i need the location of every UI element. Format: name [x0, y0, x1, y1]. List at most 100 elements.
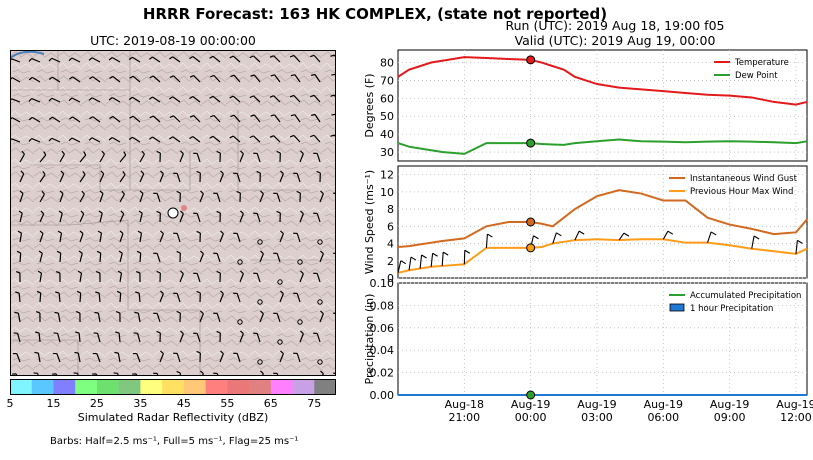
y-tick-label: 10 [380, 186, 394, 199]
wind-barb [316, 213, 321, 223]
wind-barb-flag [68, 97, 73, 102]
wind-barb [119, 233, 124, 243]
wind-barb-flag [160, 350, 164, 355]
wind-barb [37, 353, 41, 363]
wind-barb-flag [296, 190, 301, 194]
wind-barb [132, 96, 141, 103]
wind-barb-flag [40, 210, 45, 215]
wind-barb-flag [35, 331, 40, 334]
wind-barb-flag [48, 116, 53, 121]
colorbar-frame [10, 379, 336, 395]
wind-barb-flag [136, 250, 141, 254]
wind-barb [137, 333, 141, 343]
wind-barb-flag [310, 94, 315, 98]
x-tick-label-time: 06:00 [647, 411, 679, 424]
wind-barb [51, 97, 61, 103]
wind-barb [706, 231, 712, 243]
wind-barb-flag [98, 210, 103, 214]
wind-barb-flag [160, 290, 164, 295]
wind-barb [296, 173, 301, 183]
wind-barb-flag [138, 210, 143, 214]
wind-barb-flag [95, 271, 101, 274]
wind-barb-flag [57, 230, 62, 234]
wind-barb-flag [15, 271, 21, 274]
wind-barb [313, 134, 321, 143]
wind-barb-flag [432, 252, 438, 257]
wind-barb-flag [37, 270, 42, 274]
wind-barb-flag [270, 74, 275, 77]
colorbar-segment [53, 379, 76, 395]
fire-location-marker[interactable] [167, 207, 179, 219]
wind-barb-flag [55, 291, 60, 294]
wind-barb-flag [421, 254, 427, 259]
wind-barb-flag [289, 54, 295, 58]
wind-barb [138, 292, 141, 303]
wind-barb [59, 233, 63, 243]
wind-barb [39, 213, 45, 223]
series-line [397, 56, 808, 106]
wind-barb [159, 233, 164, 243]
wind-barb-flag [464, 249, 471, 254]
wind-barb [574, 230, 580, 241]
wind-barb [39, 154, 47, 163]
wind-barb-flag [28, 76, 33, 81]
wind-barb-flag [269, 95, 274, 98]
colorbar-segment [270, 379, 293, 395]
run-time-label: Run (UTC): 2019 Aug 18, 19:00 f05 [505, 18, 725, 33]
wind-barb-flag [28, 58, 33, 62]
wind-barb-flag [114, 351, 119, 354]
wind-barb-flag [128, 56, 133, 61]
wind-barb [31, 97, 41, 103]
wind-barb [39, 233, 44, 243]
wind-barb-flag [78, 250, 83, 254]
wind-barb-flag [139, 190, 144, 194]
wind-barb-flag [68, 116, 73, 120]
wind-barb [196, 153, 201, 163]
wind-barb-flag [330, 94, 335, 97]
wind-barb-flag [240, 270, 244, 275]
y-tick-label: 0.10 [370, 277, 395, 290]
wind-barb-flag [176, 190, 181, 194]
wind-barb-flag [240, 210, 244, 215]
wind-barb [219, 353, 224, 363]
wind-barb [176, 173, 181, 183]
wind-barb [57, 313, 61, 323]
wind-barb [293, 95, 301, 103]
wind-barb-flag [81, 190, 85, 195]
wind-barb [119, 292, 122, 303]
valid-time-label: Valid (UTC): 2019 Aug 19, 00:00 [514, 33, 716, 48]
y-tick-label: 50 [380, 110, 394, 123]
y-axis-label: Degrees (F) [363, 73, 376, 137]
wind-barb [137, 313, 141, 323]
wind-barb [132, 136, 141, 143]
wind-barb-flag [134, 311, 139, 314]
wind-barb-flag [115, 311, 121, 314]
wind-barb-flag [16, 250, 21, 254]
wind-barb [179, 273, 184, 283]
wind-barb [259, 313, 264, 323]
wind-barb-flag [137, 230, 142, 234]
wind-barb [139, 252, 142, 263]
current-time-marker [526, 243, 536, 253]
wind-barb [152, 136, 161, 143]
wind-barb-flag [200, 250, 204, 255]
wind-barb [293, 55, 301, 63]
wind-barb-map[interactable] [10, 50, 336, 376]
wind-barb-flag [79, 230, 84, 234]
wind-barb-flag [330, 54, 335, 57]
wind-barb [132, 115, 141, 123]
wind-barb [485, 234, 488, 248]
wind-barb-flag [156, 330, 161, 334]
time-axis: Aug-1821:00Aug-1900:00Aug-1903:00Aug-190… [445, 398, 813, 424]
wind-barb [111, 136, 121, 143]
wind-barb-flag [95, 291, 100, 294]
wind-barb [299, 333, 304, 343]
wind-barb-flag [320, 250, 324, 255]
wind-barb [193, 75, 201, 83]
wind-barb [51, 137, 61, 143]
wind-barb-flag [34, 351, 39, 354]
colorbar-segment [292, 379, 315, 395]
wind-barb-flag [28, 138, 33, 142]
wind-barb-flag [160, 230, 164, 235]
